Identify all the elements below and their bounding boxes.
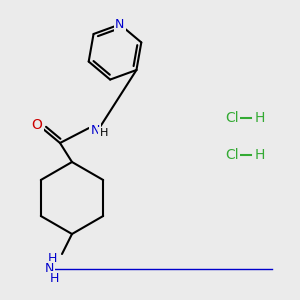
Text: N: N [44, 262, 54, 275]
Text: H: H [49, 272, 59, 286]
Text: Cl: Cl [225, 111, 238, 125]
Text: H: H [47, 253, 57, 266]
Text: N: N [90, 124, 100, 136]
Text: H: H [100, 128, 108, 138]
Text: N: N [115, 18, 124, 31]
Text: H: H [255, 148, 266, 162]
Text: Cl: Cl [225, 148, 238, 162]
Text: H: H [255, 111, 266, 125]
Text: O: O [32, 118, 42, 132]
